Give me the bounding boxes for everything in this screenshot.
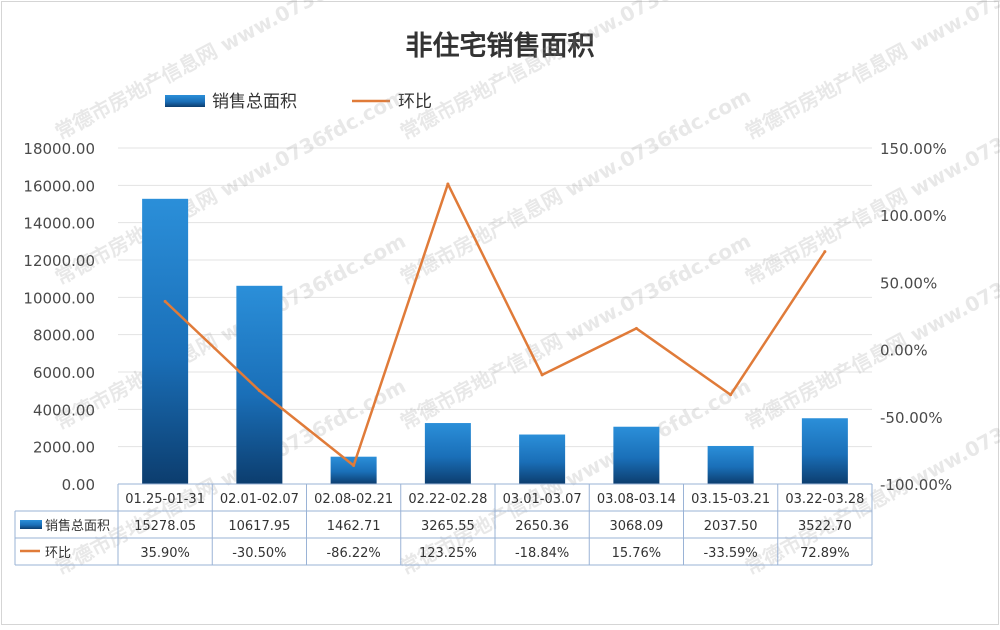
- table-row-header: 环比: [45, 546, 71, 561]
- data-label: 3068.09: [609, 519, 663, 534]
- bar: [613, 426, 660, 484]
- bar: [519, 434, 566, 484]
- table-row-header: 销售总面积: [45, 518, 110, 534]
- bar: [142, 198, 189, 484]
- bar: [424, 423, 471, 484]
- line-point: [446, 182, 450, 186]
- y-left-tick-label: 2000.00: [33, 439, 95, 457]
- y-left-tick-label: 4000.00: [33, 401, 95, 419]
- bar: [236, 285, 283, 484]
- category-label: 02.22-02.28: [408, 492, 487, 507]
- table-legend-bar-icon: [20, 520, 42, 529]
- category-label: 01.25-01-31: [125, 492, 205, 507]
- category-label: 03.08-03.14: [597, 492, 676, 507]
- data-label: 2650.36: [515, 519, 569, 534]
- y-left-tick-label: 18000.00: [23, 140, 95, 158]
- data-label: 10617.95: [228, 519, 290, 534]
- bar: [801, 418, 848, 484]
- legend: 销售总面积 环比: [165, 92, 432, 112]
- data-label: -33.59%: [703, 546, 757, 561]
- legend-label-bar: 销售总面积: [212, 92, 297, 112]
- data-label: 72.89%: [800, 546, 850, 561]
- bar: [330, 456, 377, 484]
- y-right-tick-label: 0.00%: [880, 342, 928, 360]
- category-label: 03.15-03.21: [691, 492, 770, 507]
- category-label: 02.01-02.07: [220, 492, 299, 507]
- data-label: -86.22%: [326, 546, 380, 561]
- y-left-tick-label: 14000.00: [23, 215, 95, 233]
- y-left-tick-label: 6000.00: [33, 364, 95, 382]
- line-point: [352, 463, 356, 467]
- y-left-tick-label: 0.00: [62, 476, 95, 494]
- y-left-tick-label: 12000.00: [23, 252, 95, 270]
- y-right-tick-label: -100.00%: [880, 476, 952, 494]
- legend-label-line: 环比: [398, 92, 432, 112]
- data-label: 123.25%: [419, 546, 477, 561]
- line-point: [257, 389, 261, 393]
- data-label: -18.84%: [515, 546, 569, 561]
- category-label: 03.01-03.07: [503, 492, 582, 507]
- y-right-tick-label: 150.00%: [880, 140, 947, 158]
- line-point: [634, 326, 638, 330]
- data-label: 15.76%: [612, 546, 662, 561]
- bar: [707, 445, 754, 484]
- legend-swatch-bar: [165, 95, 205, 107]
- y-right-tick-label: -50.00%: [880, 409, 943, 427]
- category-label: 03.22-03.28: [785, 492, 864, 507]
- line-point: [163, 299, 167, 303]
- data-label: 1462.71: [327, 519, 381, 534]
- y-left-tick-label: 16000.00: [23, 177, 95, 195]
- data-label: 35.90%: [140, 546, 190, 561]
- chart-title: 非住宅销售面积: [406, 30, 595, 62]
- y-left-tick-label: 8000.00: [33, 327, 95, 345]
- y-right-tick-label: 50.00%: [880, 274, 937, 292]
- line-point: [823, 250, 827, 254]
- y-right-tick-label: 100.00%: [880, 207, 947, 225]
- line-series: [164, 182, 826, 467]
- data-label: 15278.05: [134, 519, 196, 534]
- data-label: -30.50%: [232, 546, 286, 561]
- line-point: [729, 393, 733, 397]
- data-label: 2037.50: [704, 519, 758, 534]
- data-label: 3522.70: [798, 519, 852, 534]
- category-label: 02.08-02.21: [314, 492, 393, 507]
- data-label: 3265.55: [421, 519, 475, 534]
- y-left-tick-label: 10000.00: [23, 289, 95, 307]
- line-point: [540, 373, 544, 377]
